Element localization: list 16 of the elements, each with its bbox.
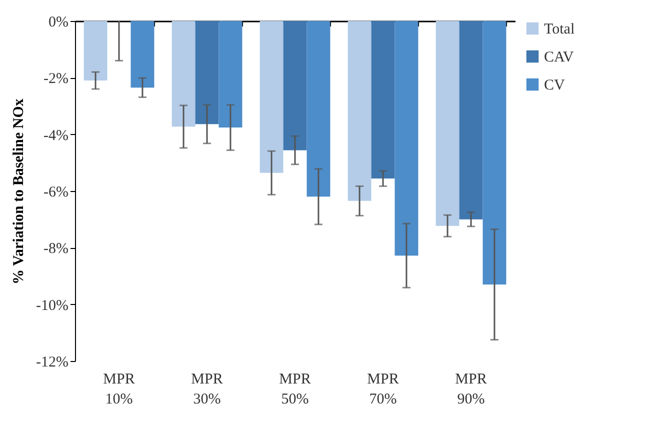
x-tick-label: MPR 10%	[103, 372, 135, 408]
legend-label: Total	[544, 22, 575, 38]
y-tick-label: -10%	[36, 298, 68, 314]
x-tick-label: MPR 30%	[191, 372, 223, 408]
y-tick-label: 0%	[48, 14, 68, 30]
legend-label: CAV	[544, 50, 574, 66]
y-tick-label: -2%	[44, 71, 68, 88]
y-tick-label: -4%	[44, 128, 68, 144]
x-tick-label: MPR 70%	[367, 372, 399, 408]
x-tick-label: MPR 50%	[279, 372, 311, 408]
legend-label: CV	[544, 78, 566, 94]
y-tick-label: -12%	[36, 354, 68, 370]
y-axis-title: % Variation to Baseline NOx	[11, 98, 28, 284]
y-tick-label: -8%	[44, 241, 68, 258]
x-tick-label: MPR 90%	[455, 372, 487, 408]
y-tick-label: -6%	[44, 184, 68, 200]
